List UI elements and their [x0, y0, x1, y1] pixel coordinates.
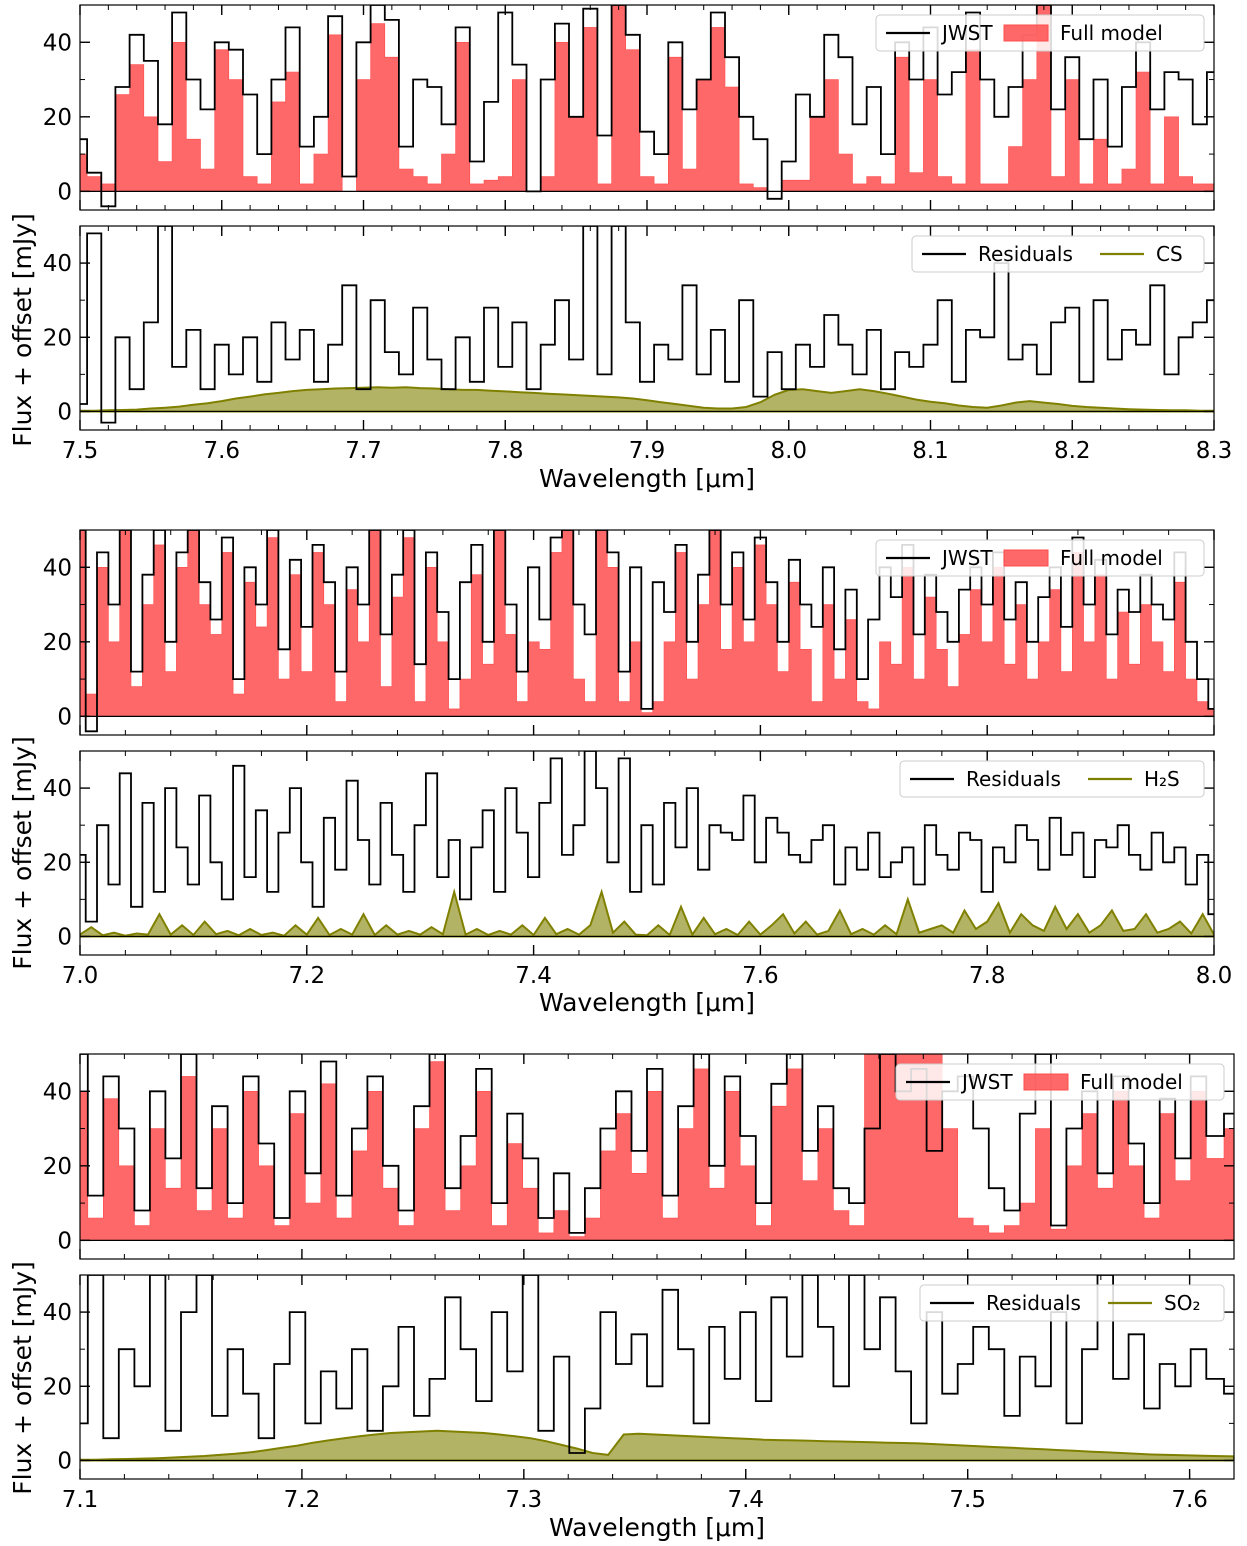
x-axis-label: Wavelength [μm] [549, 1513, 765, 1542]
x-tick-label: 8.3 [1196, 438, 1233, 464]
x-tick-label: 7.8 [487, 438, 524, 464]
series-full-model-fill [80, 530, 1214, 717]
y-tick-label: 0 [57, 399, 72, 425]
x-tick-label: 7.4 [727, 1487, 764, 1513]
plot-area [80, 1275, 1234, 1462]
y-tick-label: 0 [57, 179, 72, 205]
x-tick-label: 7.4 [515, 963, 552, 989]
legend-label: JWST [940, 21, 993, 45]
y-tick-label: 40 [43, 1079, 72, 1105]
x-tick-label: 7.2 [284, 1487, 321, 1513]
axes-frame [79, 750, 1215, 956]
y-tick-label: 20 [43, 1374, 72, 1400]
y-tick-label: 40 [43, 1300, 72, 1326]
x-tick-label: 8.1 [912, 438, 949, 464]
x-tick-label: 7.6 [203, 438, 240, 464]
legend-label: Residuals [966, 767, 1061, 791]
series-h2s-fill [80, 888, 1214, 938]
x-tick-label: 7.5 [62, 438, 99, 464]
x-tick-label: 7.9 [629, 438, 666, 464]
legend-label: H₂S [1144, 767, 1180, 791]
legend-1-bottom: Residuals CS [911, 235, 1205, 273]
plot-area [80, 530, 1214, 733]
x-tick-label: 7.6 [742, 963, 779, 989]
y-axis-label: Flux + offset [mJy] [8, 213, 37, 447]
legend-swatch [1023, 1073, 1069, 1091]
plot-area [80, 1054, 1234, 1241]
axes-frame [79, 529, 1215, 736]
series-residuals-line [80, 226, 1214, 424]
x-tick-label: 8.2 [1054, 438, 1091, 464]
legend-label: Full model [1080, 1070, 1183, 1094]
series-cs-fill [80, 386, 1214, 413]
y-tick-label: 40 [43, 776, 72, 802]
legend-1-top: JWST Full model [875, 14, 1205, 52]
plot-area [80, 751, 1214, 938]
legend-label: Residuals [986, 1291, 1081, 1315]
legend-label: Full model [1060, 21, 1163, 45]
series-jwst-line [80, 1054, 1234, 1234]
x-tick-label: 7.0 [62, 963, 99, 989]
y-tick-label: 20 [43, 325, 72, 351]
y-tick-label: 20 [43, 630, 72, 656]
legend-box [899, 760, 1205, 798]
legend-box [919, 1284, 1225, 1322]
legend-swatch [1003, 24, 1049, 42]
y-tick-label: 40 [43, 555, 72, 581]
series-so2-fill [80, 1429, 1234, 1462]
y-tick-label: 20 [43, 1154, 72, 1180]
y-tick-label: 0 [57, 1228, 72, 1254]
series-jwst-line [80, 530, 1214, 733]
y-tick-label: 0 [57, 924, 72, 950]
x-tick-label: 7.8 [969, 963, 1006, 989]
x-tick-label: 7.3 [506, 1487, 543, 1513]
x-tick-label: 8.0 [1196, 963, 1233, 989]
y-axis-label: Flux + offset [mJy] [8, 1261, 37, 1495]
y-tick-label: 0 [57, 1448, 72, 1474]
x-tick-label: 8.0 [770, 438, 807, 464]
y-tick-label: 40 [43, 30, 72, 56]
legend-2-bottom: Residuals H₂S [899, 760, 1205, 798]
x-tick-label: 7.5 [949, 1487, 986, 1513]
panel-2-top: 0 20 40 [43, 529, 1215, 736]
legend-label: CS [1156, 242, 1183, 266]
x-axis-label: Wavelength [μm] [539, 988, 755, 1017]
legend-2-top: JWST Full model [875, 539, 1205, 577]
y-tick-label: 20 [43, 850, 72, 876]
legend-swatch [1003, 549, 1049, 567]
panel-3-bottom: 0 20 40 7.1 7.2 7.3 7.4 7.5 7.6 [43, 1274, 1235, 1513]
y-tick-label: 20 [43, 105, 72, 131]
legend-label: JWST [940, 546, 993, 570]
legend-label: SO₂ [1164, 1291, 1200, 1315]
series-residuals-line [80, 1275, 1234, 1454]
y-axis-label: Flux + offset [mJy] [8, 736, 37, 970]
y-tick-label: 40 [43, 251, 72, 277]
legend-box [911, 235, 1205, 273]
legend-label: Full model [1060, 546, 1163, 570]
panel-2-bottom: 0 20 40 7.0 7.2 7.4 7.6 7.8 8.0 [43, 750, 1233, 989]
panel-1-top: 0 20 40 [43, 4, 1215, 211]
x-tick-label: 7.7 [345, 438, 382, 464]
y-tick-label: 0 [57, 704, 72, 730]
plot-area [80, 226, 1214, 424]
x-axis-label: Wavelength [μm] [539, 464, 755, 493]
x-tick-label: 7.2 [289, 963, 326, 989]
panel-1-bottom: 0 20 40 7.5 7.6 7.7 7.8 7.9 8.0 8.1 8.2 8.3 [43, 225, 1233, 464]
legend-3-top: JWST Full model [895, 1063, 1225, 1101]
x-tick-label: 7.1 [62, 1487, 99, 1513]
series-residuals-line [80, 751, 1214, 923]
legend-label: JWST [960, 1070, 1013, 1094]
legend-label: Residuals [978, 242, 1073, 266]
panel-3-top: 0 20 40 [43, 1053, 1235, 1260]
x-tick-label: 7.6 [1171, 1487, 1208, 1513]
legend-3-bottom: Residuals SO₂ [919, 1284, 1225, 1322]
